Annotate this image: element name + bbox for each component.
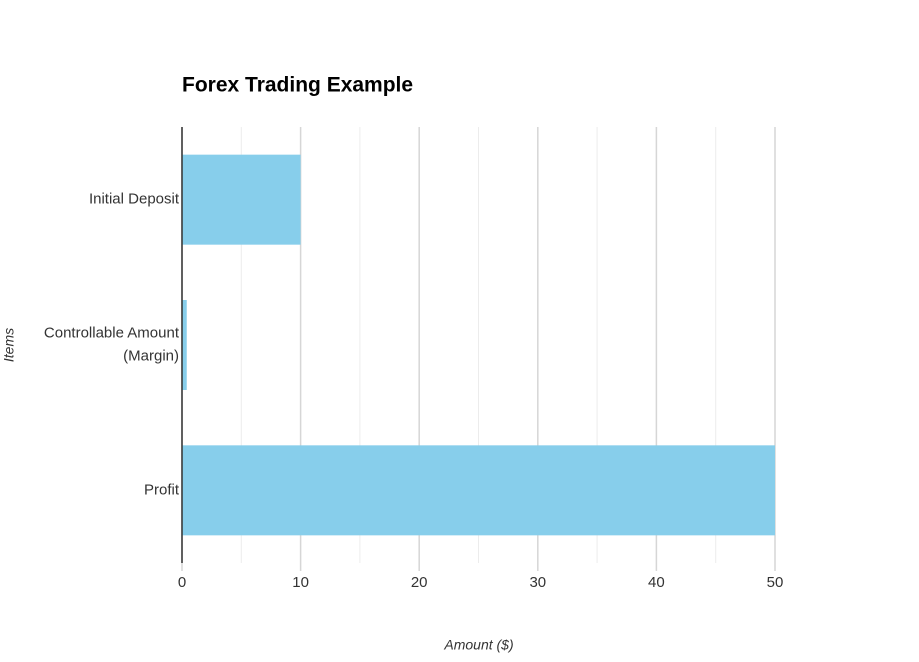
y-tick-label: Initial Deposit bbox=[89, 191, 180, 208]
y-axis-label: Items bbox=[1, 328, 17, 362]
bar bbox=[182, 445, 775, 536]
bar bbox=[182, 154, 301, 245]
x-tick-label: 10 bbox=[292, 574, 309, 591]
x-tick-label: 30 bbox=[529, 574, 546, 591]
bar bbox=[182, 300, 187, 390]
y-tick-label: Controllable Amount (Margin) bbox=[44, 324, 180, 364]
x-axis-label: Amount ($) bbox=[443, 637, 513, 653]
x-tick-label: 40 bbox=[648, 574, 665, 591]
x-tick-label: 0 bbox=[178, 574, 186, 591]
x-tick-label: 20 bbox=[411, 574, 428, 591]
chart-title: Forex Trading Example bbox=[182, 74, 413, 97]
y-tick-label: Profit bbox=[144, 481, 180, 498]
x-tick-label: 50 bbox=[767, 574, 784, 591]
